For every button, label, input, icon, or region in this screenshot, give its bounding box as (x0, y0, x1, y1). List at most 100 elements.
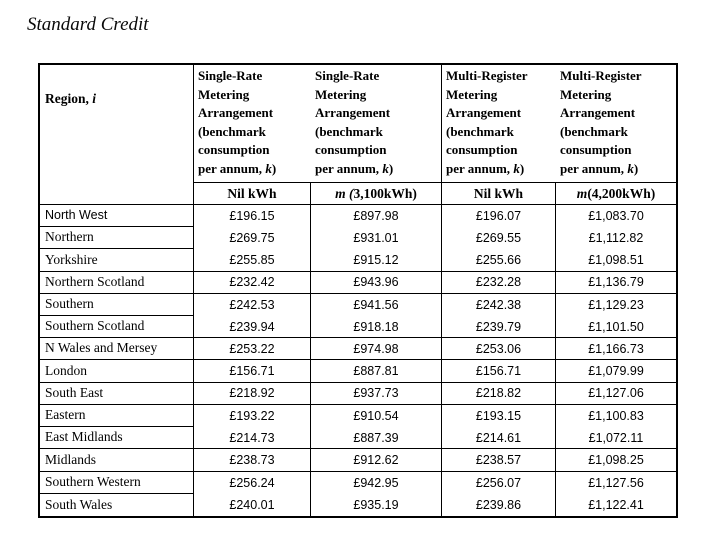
col-header-multi-register-m: Multi-Register Metering Arrangement (ben… (556, 65, 676, 183)
value-cell: £238.57 (442, 449, 556, 472)
header-line: Multi-Register (560, 68, 642, 83)
subheader-m-3100kwh: m (3,100kWh) (311, 183, 442, 205)
value-cell: £941.56 (311, 293, 442, 317)
region-cell: Midlands (40, 449, 194, 472)
value-cell: £214.73 (194, 427, 311, 450)
value-cell: £256.07 (442, 471, 556, 494)
value-cell: £255.66 (442, 249, 556, 272)
value-cell: £897.98 (311, 205, 442, 228)
header-line: consumption (315, 142, 387, 158)
value-cell: £1,136.79 (556, 272, 676, 294)
value-cell: £218.82 (442, 382, 556, 405)
value-cell: £269.75 (194, 227, 311, 250)
value-cell: £1,100.83 (588, 409, 644, 424)
region-cell: N Wales and Mersey (40, 338, 194, 361)
value-cell: £974.98 (311, 338, 442, 361)
value-cell: £1,122.41 (588, 497, 644, 512)
value-cell: £918.18 (311, 316, 442, 339)
region-cell: Southern (40, 293, 194, 317)
header-line: Arrangement (198, 105, 274, 121)
region-column-header: Region, i (40, 65, 194, 205)
value-cell: £887.39 (311, 427, 442, 450)
header-line: Metering (446, 86, 498, 102)
header-line: Multi-Register (446, 68, 528, 83)
header-line: (benchmark (446, 123, 514, 139)
value-cell: £1,129.23 (588, 297, 644, 312)
header-line: Arrangement (315, 105, 391, 121)
region-header-italic-i: i (92, 91, 97, 106)
region-cell: London (40, 360, 194, 383)
col-header-single-rate-nil: Single-Rate Metering Arrangement (benchm… (194, 65, 311, 183)
value-cell: £240.01 (194, 493, 311, 516)
value-cell: £935.19 (311, 493, 442, 516)
header-line: per annum, k) (560, 160, 639, 176)
value-cell: £242.53 (194, 293, 311, 317)
region-cell: North West (40, 205, 194, 228)
header-line: Metering (198, 86, 250, 102)
value-cell: £1,098.51 (556, 249, 676, 272)
subheader-m-4200kwh: m (4,200kWh) (556, 183, 676, 205)
value-cell: £915.12 (311, 249, 442, 272)
header-line: (benchmark (198, 123, 266, 139)
header-line: (benchmark (560, 123, 628, 139)
page-title: Standard Credit (27, 14, 149, 35)
value-cell: £942.95 (311, 471, 442, 494)
value-cell: £1,072.11 (556, 427, 676, 450)
value-cell: £269.55 (442, 227, 556, 250)
value-cell: £156.71 (194, 360, 311, 383)
value-cell: £937.73 (311, 382, 442, 405)
region-cell: Southern Western (40, 471, 194, 494)
value-cell: £214.61 (442, 427, 556, 450)
value-cell: £943.96 (311, 271, 442, 294)
header-line: Metering (560, 86, 612, 102)
header-line: Single-Rate (315, 68, 380, 83)
standard-credit-table: Region, i Single-Rate Metering Arrangeme… (38, 63, 678, 518)
value-cell: £1,127.06 (556, 383, 676, 405)
value-cell: £255.85 (194, 249, 311, 272)
header-line: consumption (560, 142, 632, 158)
value-cell: £910.54 (311, 404, 442, 428)
value-cell: £238.73 (194, 449, 311, 472)
header-line: per annum, k) (198, 160, 277, 176)
value-cell: £239.79 (442, 316, 556, 339)
subheader-nil-kwh-single: Nil kWh (194, 183, 311, 205)
value-cell: £239.86 (442, 493, 556, 516)
value-cell: £256.24 (194, 471, 311, 494)
region-cell: Northern (40, 227, 194, 250)
col-header-single-rate-m: Single-Rate Metering Arrangement (benchm… (311, 65, 442, 183)
value-cell: £218.92 (194, 382, 311, 405)
header-line: consumption (446, 142, 518, 158)
value-cell: £887.81 (311, 360, 442, 383)
value-cell: £253.06 (442, 338, 556, 361)
value-cell: £232.28 (442, 271, 556, 294)
value-cell: £196.07 (442, 205, 556, 228)
value-cell: £931.01 (311, 227, 442, 250)
header-line: per annum, k) (315, 160, 394, 176)
region-cell: East Midlands (40, 427, 194, 450)
region-cell: Northern Scotland (40, 271, 194, 294)
region-cell: South East (40, 382, 194, 405)
value-cell: £232.42 (194, 271, 311, 294)
value-cell: £193.22 (194, 404, 311, 428)
region-cell: Yorkshire (40, 249, 194, 272)
header-line: Arrangement (560, 105, 636, 121)
col-header-multi-register-nil: Multi-Register Metering Arrangement (ben… (442, 65, 556, 183)
header-line: per annum, k) (446, 160, 525, 176)
header-line: Arrangement (446, 105, 522, 121)
region-header-text: Region, (45, 91, 93, 106)
value-cell: £1,166.73 (556, 338, 676, 361)
value-cell: £1,098.25 (556, 449, 676, 472)
value-cell: £1,112.82 (588, 231, 644, 246)
subheader-nil-kwh-multi: Nil kWh (442, 183, 556, 205)
header-line: consumption (198, 142, 270, 158)
header-line: (benchmark (315, 123, 383, 139)
value-cell: £912.62 (311, 449, 442, 472)
value-cell: £156.71 (442, 360, 556, 383)
value-cell: £239.94 (194, 316, 311, 339)
value-cell: £1,083.70 (588, 209, 644, 224)
value-cell: £242.38 (442, 293, 556, 317)
value-cell: £196.15 (194, 205, 311, 228)
value-cell: £1,079.99 (556, 360, 676, 383)
header-line: Single-Rate (198, 68, 263, 83)
